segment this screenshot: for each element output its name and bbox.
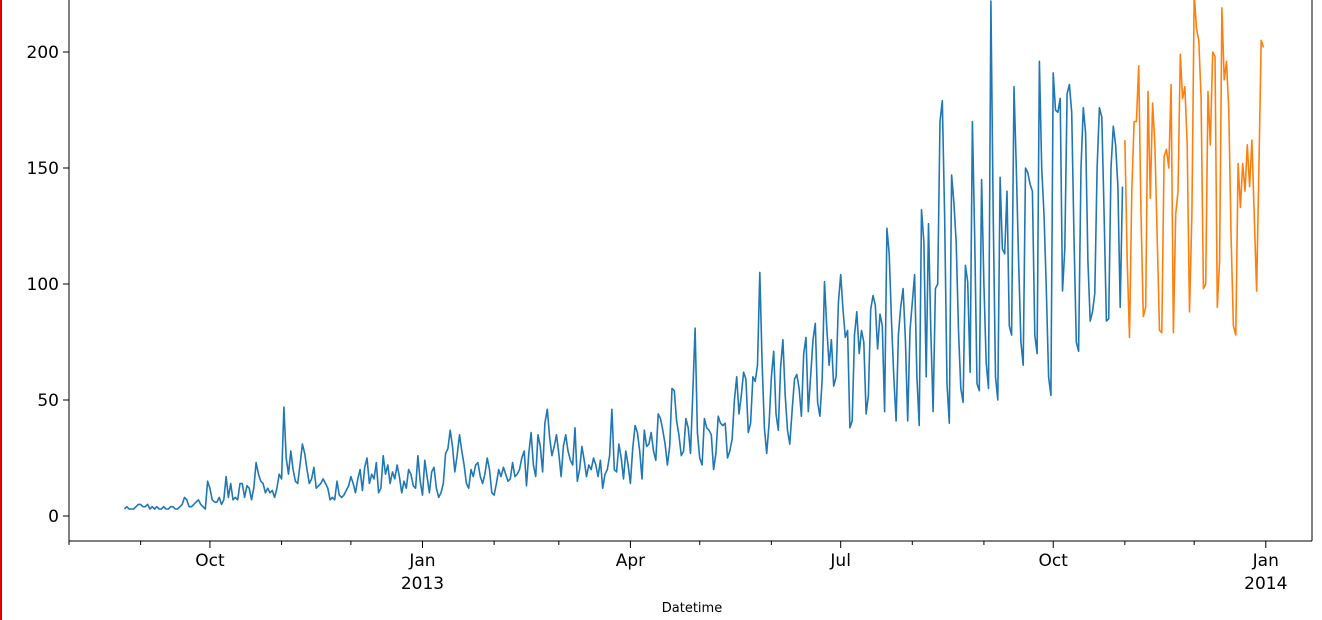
- series-layer: [123, 0, 1265, 510]
- series-line-0: [123, 0, 1124, 510]
- axes: [68, 0, 1313, 542]
- x-tick-year-label: 2013: [401, 574, 444, 594]
- y-tick-label: 50: [37, 391, 59, 411]
- x-tick-label: Jan: [1252, 551, 1279, 571]
- x-tick-label: Jan: [408, 551, 435, 571]
- x-tick-label: Apr: [616, 551, 645, 571]
- y-tick-label: 150: [27, 159, 59, 179]
- x-tick-label: Oct: [195, 551, 225, 571]
- x-axis-ticks: Oct Jan 2013 Apr Jul Oct Jan 2014: [68, 541, 1287, 594]
- x-axis-label: Datetime: [662, 601, 722, 616]
- x-tick-label: Jul: [829, 551, 851, 571]
- y-tick-label: 0: [48, 507, 59, 527]
- y-tick-label: 100: [27, 275, 59, 295]
- x-tick-label: Oct: [1039, 551, 1069, 571]
- y-tick-label: 200: [27, 43, 59, 63]
- x-tick-year-label: 2014: [1244, 574, 1287, 594]
- series-line-1: [1124, 0, 1265, 339]
- y-axis-ticks: 0 50 100 150 200: [27, 43, 69, 527]
